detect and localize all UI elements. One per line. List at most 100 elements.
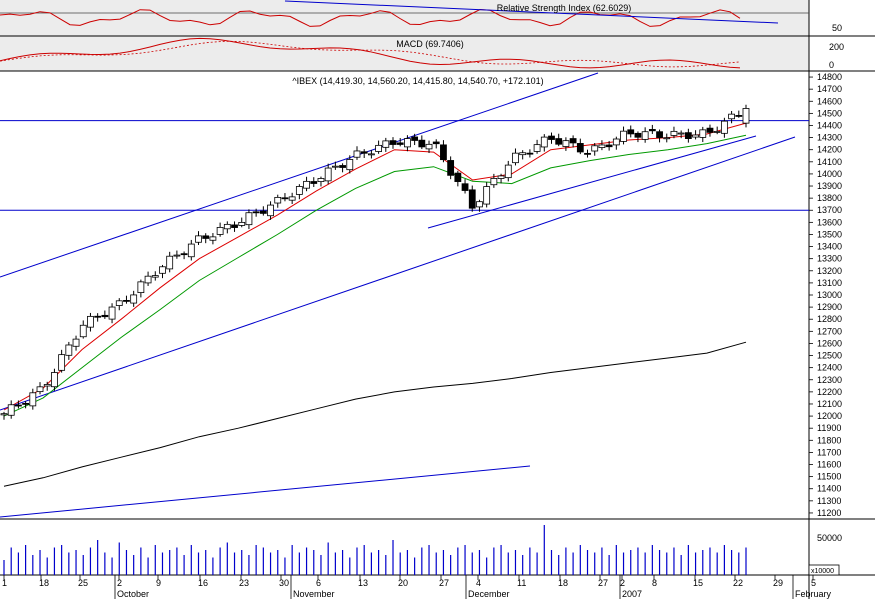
ma-mid-line	[3, 134, 747, 417]
price-tick-label: 13500	[817, 229, 842, 239]
month-label: December	[468, 589, 510, 599]
candle	[252, 211, 260, 214]
candle	[123, 299, 130, 302]
candle	[274, 196, 282, 204]
candle	[58, 354, 66, 371]
candle	[295, 186, 303, 195]
candle	[548, 135, 555, 140]
x-tick-label: 2	[117, 578, 122, 588]
long-support-line	[0, 465, 531, 518]
x-tick-label: 11	[517, 578, 526, 588]
ma-long-line	[3, 341, 747, 487]
candle	[288, 196, 296, 201]
candle	[195, 235, 202, 243]
candle	[432, 141, 440, 145]
candles	[0, 104, 750, 420]
x-tick-label: 29	[773, 578, 783, 588]
candle	[144, 275, 152, 284]
price-tick-label: 11700	[817, 447, 841, 457]
candle	[742, 108, 750, 124]
x-tick-label: 30	[279, 578, 289, 588]
candle	[483, 186, 491, 205]
price-tick-label: 12700	[817, 326, 842, 336]
macd-tick-0: 0	[829, 60, 834, 70]
x-tick-label: 18	[39, 578, 49, 588]
candle	[303, 180, 310, 189]
x-axis: 1 18 25 2 9 16 23 30 6 13 20 27 4 11 18 27 2 8 15 22 29 5Octo…	[2, 575, 832, 599]
price-tick-label: 13400	[817, 242, 842, 252]
candle	[324, 167, 332, 182]
candle	[576, 143, 584, 153]
price-tick-label: 11300	[817, 496, 841, 506]
x-tick-label: 9	[156, 578, 161, 588]
price-tick-label: 13800	[817, 193, 842, 203]
x-tick-label: 16	[198, 578, 208, 588]
price-tick-label: 12500	[817, 351, 842, 361]
price-tick-label: 14300	[817, 133, 842, 143]
candle	[468, 189, 476, 209]
candle	[259, 210, 267, 214]
candle	[281, 197, 289, 200]
price-tick-label: 12400	[817, 363, 842, 373]
x-tick-label: 15	[693, 578, 703, 588]
candle	[706, 127, 714, 133]
x-tick-label: 18	[558, 578, 568, 588]
candle	[166, 255, 174, 270]
candle	[159, 266, 166, 274]
candle	[101, 314, 109, 318]
price-tick-label: 11400	[817, 484, 841, 494]
candle	[51, 372, 58, 388]
price-tick-label: 12900	[817, 302, 842, 312]
candle	[418, 139, 426, 148]
axis-bg	[809, 0, 875, 599]
candle	[684, 132, 692, 139]
candle	[360, 151, 368, 154]
candle	[367, 153, 375, 156]
month-label: October	[117, 589, 149, 599]
x-tick-label: 25	[78, 578, 88, 588]
candle	[151, 275, 159, 278]
price-tick-label: 14200	[817, 145, 842, 155]
candle	[0, 413, 8, 416]
candle	[79, 324, 87, 338]
x-tick-label: 27	[598, 578, 608, 588]
month-label: February	[795, 589, 832, 599]
candle	[634, 132, 642, 138]
price-tick-label: 11500	[817, 472, 841, 482]
trendlines	[0, 72, 809, 518]
candle	[562, 140, 570, 147]
volume-multiplier: x10000	[811, 568, 834, 575]
x-tick-label: 8	[652, 578, 657, 588]
candle	[670, 130, 678, 136]
volume-multiplier-box	[808, 564, 840, 576]
price-tick-label: 13300	[817, 254, 842, 264]
candle	[223, 223, 231, 230]
candle	[713, 131, 721, 133]
candle	[411, 136, 419, 141]
candle	[598, 144, 606, 148]
candle	[310, 181, 318, 184]
candle	[15, 404, 22, 407]
short-support-line	[427, 135, 757, 229]
candle	[317, 178, 325, 182]
candle	[584, 152, 591, 155]
price-tick-label: 12800	[817, 314, 842, 324]
candle	[216, 227, 224, 235]
candle	[728, 113, 735, 120]
candle	[94, 315, 102, 318]
candle	[512, 152, 519, 164]
candle	[353, 150, 361, 158]
candle	[612, 138, 620, 146]
price-tick-label: 13700	[817, 205, 842, 215]
candle	[440, 144, 447, 161]
candle	[87, 315, 94, 328]
candle	[375, 144, 383, 152]
rsi-line	[0, 8, 741, 27]
price-tick-label: 11600	[817, 460, 841, 470]
candle	[346, 159, 354, 171]
candle	[339, 165, 346, 168]
x-tick-label: 4	[476, 578, 481, 588]
candle	[699, 129, 707, 138]
price-tick-label: 14700	[817, 84, 842, 94]
volume-tick-50000: 50000	[817, 533, 842, 543]
